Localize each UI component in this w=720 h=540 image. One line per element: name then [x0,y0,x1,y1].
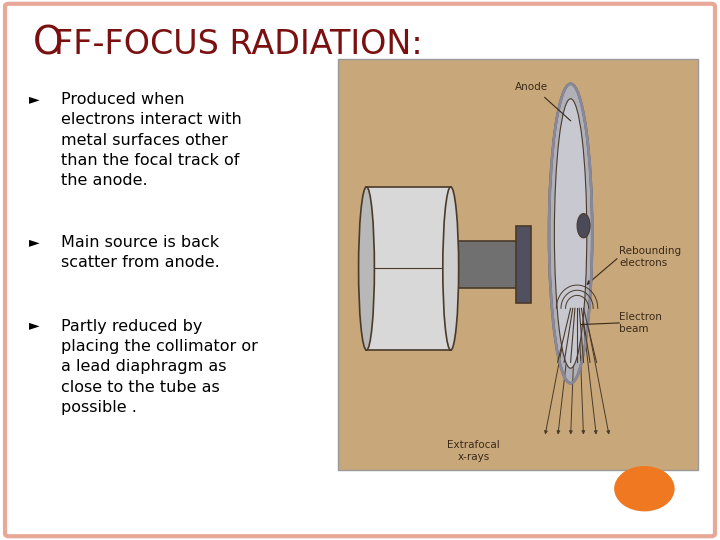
FancyBboxPatch shape [366,187,451,350]
Text: ►: ► [29,92,40,106]
Ellipse shape [549,84,593,383]
Text: ►: ► [29,319,40,333]
Ellipse shape [443,187,459,350]
FancyBboxPatch shape [516,226,531,303]
Text: Anode: Anode [515,82,549,92]
Text: Rebounding
electrons: Rebounding electrons [619,246,681,268]
FancyBboxPatch shape [5,4,715,536]
Text: Electron
beam: Electron beam [619,312,662,334]
Circle shape [614,466,675,511]
Ellipse shape [359,187,374,350]
Text: Produced when
electrons interact with
metal surfaces other
than the focal track : Produced when electrons interact with me… [61,92,242,188]
Ellipse shape [554,99,587,368]
Text: Main source is back
scatter from anode.: Main source is back scatter from anode. [61,235,220,271]
Ellipse shape [577,214,590,238]
Text: FF-FOCUS RADIATION:: FF-FOCUS RADIATION: [54,28,423,61]
Text: Partly reduced by
placing the collimator or
a lead diaphragm as
close to the tub: Partly reduced by placing the collimator… [61,319,258,415]
FancyBboxPatch shape [338,59,698,470]
FancyBboxPatch shape [451,241,528,288]
Text: ►: ► [29,235,40,249]
Text: O: O [32,24,63,62]
Text: Extrafocal
x-rays: Extrafocal x-rays [447,440,500,462]
